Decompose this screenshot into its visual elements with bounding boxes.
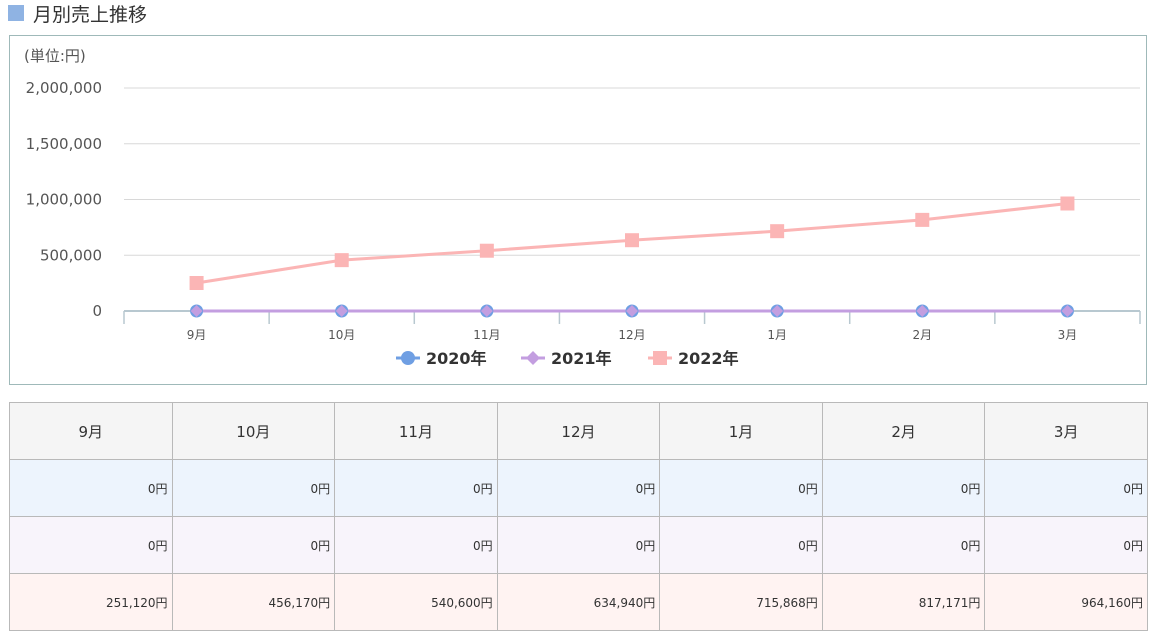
table-cell: 251,120円 [9,573,173,631]
y-tick-label: 500,000 [40,246,102,264]
y-tick-label: 2,000,000 [26,79,102,97]
table-cell: 0円 [659,516,823,574]
data-point-diamond [916,305,929,317]
section-title: 月別売上推移 [8,0,147,26]
data-point-diamond [480,305,493,317]
y-tick-label: 1,000,000 [26,191,102,209]
x-tick-label: 2月 [912,328,932,342]
x-tick-label: 3月 [1058,328,1078,342]
sales-table: 9月 10月 11月 12月 1月 2月 3月 0円 0円 0円 0円 0円 0… [9,402,1148,631]
table-header-cell: 9月 [9,402,173,460]
x-tick-label: 10月 [328,328,355,342]
table-cell: 0円 [496,516,661,574]
table-cell: 456,170円 [171,573,336,631]
table-cell: 0円 [334,459,498,517]
data-point-diamond [335,305,348,317]
legend-label: 2022年 [678,349,739,368]
table-cell: 0円 [821,516,986,574]
table-cell: 0円 [984,459,1148,517]
legend-diamond-icon [526,351,540,365]
data-point-square [1060,196,1075,211]
table-row-2021: 0円 0円 0円 0円 0円 0円 0円 [9,516,1148,574]
table-header-cell: 12月 [496,402,661,460]
table-header-row: 9月 10月 11月 12月 1月 2月 3月 [9,402,1148,460]
page-title: 月別売上推移 [33,3,148,26]
line-chart: (単位:円) 0 500,000 1,000,000 1,500,000 2,000,0… [24,47,1141,368]
chart-panel: (単位:円) 0 500,000 1,000,000 1,500,000 2,000,0… [9,35,1147,385]
unit-label: (単位:円) [24,47,86,65]
table-cell: 0円 [9,516,173,574]
x-tick-label: 9月 [187,328,207,342]
legend-square-icon [653,351,667,365]
table-cell: 540,600円 [334,573,498,631]
table-cell: 0円 [496,459,661,517]
table-header-cell: 1月 [659,402,823,460]
table-cell: 0円 [9,459,173,517]
table-header-cell: 3月 [984,402,1148,460]
table-cell: 0円 [984,516,1148,574]
table-header-cell: 10月 [171,402,336,460]
y-tick-label: 0 [92,302,102,320]
data-point-square [479,243,494,258]
data-point-square [625,233,639,248]
legend-label: 2021年 [551,349,612,368]
legend-label: 2020年 [426,349,487,368]
legend-circle-icon [401,351,415,365]
table-cell: 964,160円 [984,573,1148,631]
table-cell: 0円 [821,459,986,517]
table-cell: 0円 [171,516,336,574]
title-square-icon [8,5,24,21]
table-cell: 817,171円 [821,573,986,631]
data-point-diamond [1061,305,1074,317]
table-cell: 0円 [334,516,498,574]
data-point-square [334,253,349,268]
x-tick-label: 11月 [473,328,500,342]
table-row-2022: 251,120円 456,170円 540,600円 634,940円 715,… [9,573,1148,631]
table-header-cell: 11月 [334,402,498,460]
table-row-2020: 0円 0円 0円 0円 0円 0円 0円 [9,459,1148,517]
table-cell: 0円 [171,459,336,517]
x-tick-label: 1月 [767,328,787,342]
table-header-cell: 2月 [821,402,986,460]
data-point-square [770,224,785,239]
data-point-diamond [190,305,203,317]
table-cell: 0円 [659,459,823,517]
y-tick-label: 1,500,000 [26,135,102,153]
x-tick-label: 12月 [618,328,645,342]
data-point-diamond [771,305,784,317]
table-cell: 715,868円 [659,573,823,631]
data-point-diamond [626,305,638,317]
table-cell: 634,940円 [496,573,661,631]
data-point-square [189,276,204,291]
data-point-square [915,212,930,227]
